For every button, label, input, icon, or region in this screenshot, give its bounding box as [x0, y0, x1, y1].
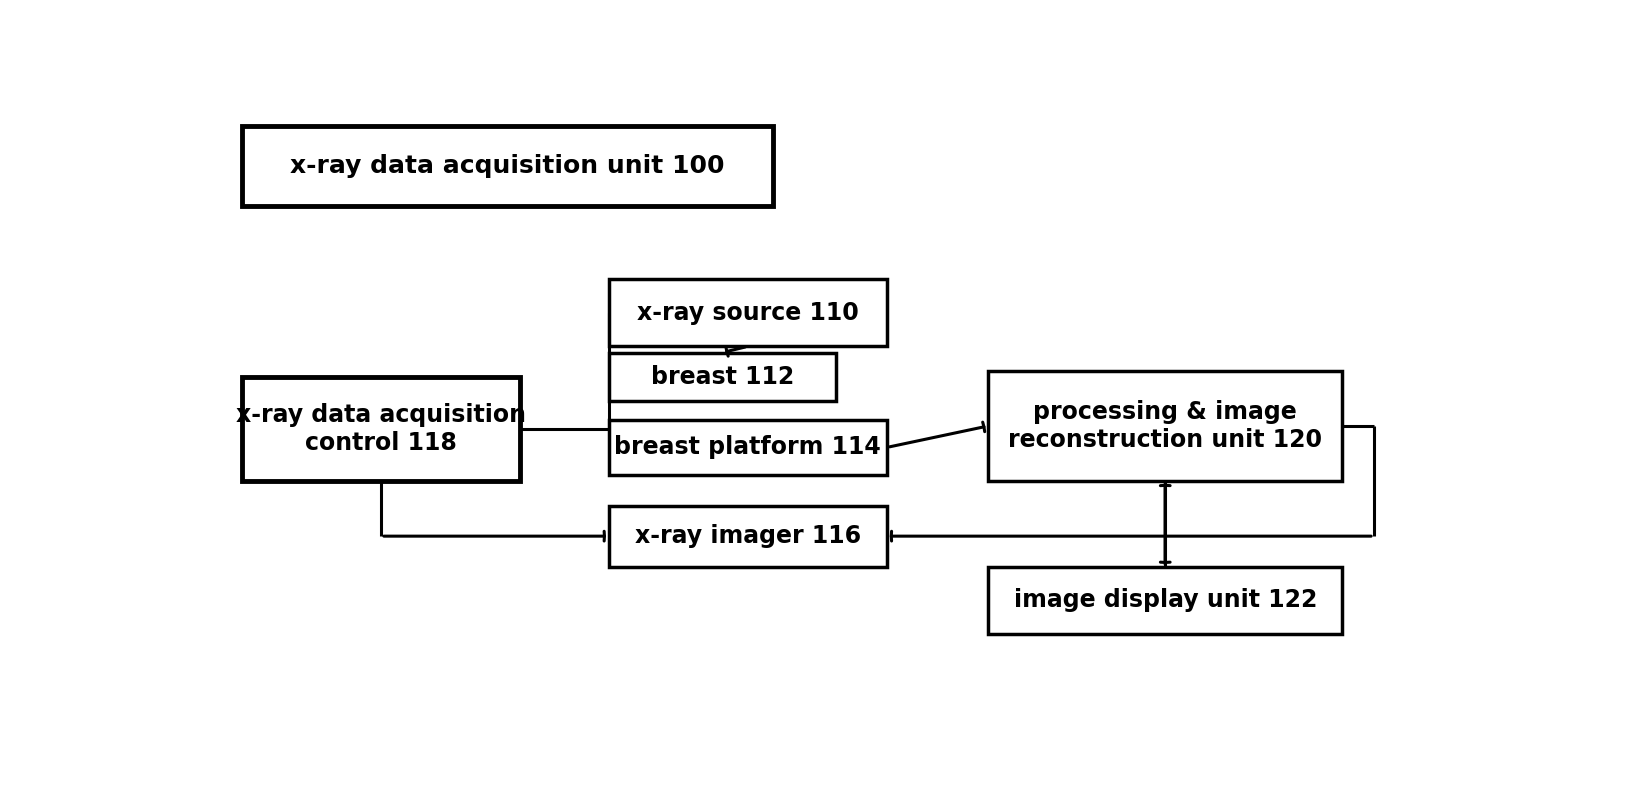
FancyBboxPatch shape — [987, 370, 1342, 481]
Text: breast platform 114: breast platform 114 — [615, 436, 881, 460]
FancyBboxPatch shape — [609, 352, 836, 401]
FancyBboxPatch shape — [609, 420, 888, 475]
Text: x-ray data acquisition
control 118: x-ray data acquisition control 118 — [237, 403, 526, 455]
Text: x-ray data acquisition unit 100: x-ray data acquisition unit 100 — [290, 153, 725, 178]
Text: x-ray source 110: x-ray source 110 — [636, 301, 858, 324]
FancyBboxPatch shape — [609, 506, 888, 567]
FancyBboxPatch shape — [242, 377, 521, 481]
Text: breast 112: breast 112 — [651, 365, 795, 389]
FancyBboxPatch shape — [242, 126, 774, 206]
FancyBboxPatch shape — [609, 279, 888, 347]
Text: image display unit 122: image display unit 122 — [1013, 588, 1317, 612]
FancyBboxPatch shape — [987, 567, 1342, 634]
Text: processing & image
reconstruction unit 120: processing & image reconstruction unit 1… — [1009, 400, 1322, 452]
Text: x-ray imager 116: x-ray imager 116 — [635, 524, 862, 548]
